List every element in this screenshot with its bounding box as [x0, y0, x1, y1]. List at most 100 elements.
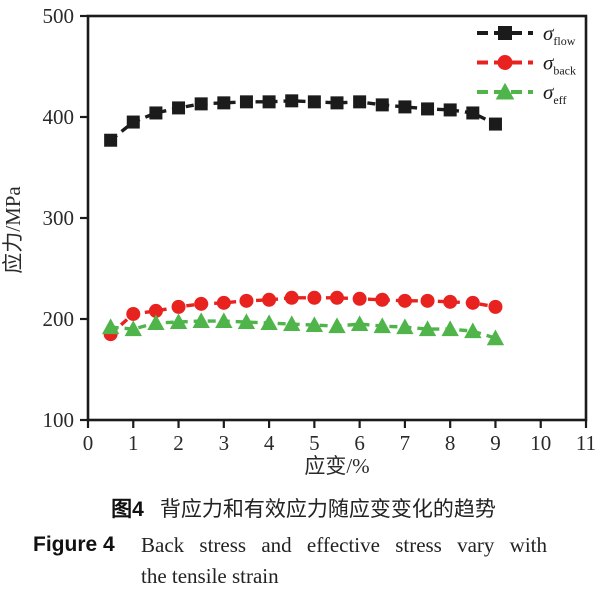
x-tick-label: 5 [309, 431, 320, 455]
y-tick-label: 100 [43, 408, 75, 432]
x-tick-label: 0 [83, 431, 94, 455]
y-tick-label: 200 [43, 307, 75, 331]
series-sigma_back [103, 290, 503, 342]
legend-marker-sigma_flow [498, 26, 512, 40]
series-sigma_flow-marker [330, 96, 344, 110]
series-sigma_back-marker [194, 296, 209, 311]
series-sigma_flow-marker [285, 94, 299, 108]
series-sigma_eff-marker [486, 329, 505, 346]
caption-english: Figure 4 Back stress and effective stres… [0, 532, 607, 558]
series-sigma_flow-marker [398, 100, 412, 114]
caption-cn-text: 背应力和有效应力随应变变化的趋势 [159, 497, 496, 521]
series-sigma_eff-marker [305, 316, 324, 333]
series-sigma_back-marker [488, 299, 503, 314]
x-axis: 0 1 2 3 4 5 6 7 8 9 10 11 [83, 420, 596, 455]
caption-en-text2: the tensile strain [141, 564, 279, 588]
caption-en-text: Back stress and effective stress vary wi… [141, 533, 548, 557]
series-sigma_flow-marker [443, 103, 457, 117]
plot-border [86, 14, 588, 422]
series-sigma_back-marker [443, 294, 458, 309]
series-sigma_flow-marker [375, 98, 389, 112]
y-tick-label: 300 [43, 206, 75, 230]
series-sigma_eff-marker [464, 322, 482, 339]
y-tick-label: 400 [43, 105, 75, 129]
series-sigma_eff-marker [169, 313, 188, 330]
y-axis-title: 应力/MPa [1, 186, 25, 274]
caption-cn-label: 图4 [111, 498, 144, 521]
series-sigma_eff-marker [328, 317, 346, 334]
series-sigma_back-marker [330, 290, 344, 305]
series-sigma_back-marker [375, 292, 390, 307]
series-sigma_flow-marker [353, 95, 367, 109]
legend-entry-sigma_flow: σflow [477, 21, 576, 48]
x-tick-label: 6 [354, 431, 365, 455]
series-sigma_flow-marker [262, 95, 276, 109]
y-axis: 100 200 300 400 500 [43, 4, 88, 432]
y-tick-label: 500 [43, 4, 75, 28]
series-sigma_eff-marker [396, 318, 414, 335]
series-sigma_eff-marker [373, 317, 391, 334]
series-sigma_eff-marker [441, 320, 459, 337]
series-sigma_flow-line [109, 99, 497, 142]
series-sigma_back-marker [126, 306, 141, 321]
series-sigma_back-marker [420, 293, 435, 308]
series-sigma_eff-marker [192, 312, 210, 329]
caption-en-label: Figure 4 [33, 533, 115, 556]
series-sigma_flow-marker [488, 117, 502, 131]
x-tick-label: 11 [576, 431, 596, 455]
caption-english-line2: the tensile strain [0, 563, 607, 589]
series-sigma_flow-marker [217, 96, 231, 110]
series-sigma_eff-marker [215, 312, 233, 329]
series-sigma_back-marker [397, 293, 412, 308]
series-sigma_eff-marker [147, 314, 165, 331]
series-sigma_back-marker [307, 290, 322, 305]
series-sigma_flow-marker [104, 133, 118, 147]
series-sigma_flow [104, 94, 502, 147]
series-sigma_back-marker [148, 303, 163, 318]
series-sigma_eff [101, 312, 505, 346]
x-tick-label: 8 [445, 431, 456, 455]
legend-label-sigma_back: σback [543, 51, 576, 78]
series-sigma_back-marker [352, 291, 367, 306]
series-sigma_eff-marker [418, 320, 437, 337]
series-sigma_back-marker [216, 295, 231, 310]
series-sigma_back-marker [262, 292, 277, 307]
legend-label-sigma_eff: σeff [543, 80, 566, 107]
x-tick-label: 1 [128, 431, 139, 455]
series-sigma_eff-marker [283, 315, 301, 332]
series-sigma_eff-marker [101, 318, 120, 335]
series-sigma_flow-marker [421, 102, 435, 116]
series-sigma_eff-marker [237, 313, 256, 330]
x-tick-label: 7 [400, 431, 411, 455]
x-tick-label: 3 [219, 431, 230, 455]
legend-entry-sigma_eff: σeff [477, 80, 566, 107]
series-sigma_back-marker [465, 295, 480, 310]
x-tick-label: 10 [530, 431, 551, 455]
series-sigma_flow-marker [307, 95, 321, 109]
series-sigma_flow-marker [149, 106, 163, 120]
series-sigma_eff-marker [124, 320, 142, 337]
series-sigma_flow-marker [194, 97, 208, 111]
series-sigma_back-marker [284, 290, 299, 305]
series-sigma_flow-marker [172, 101, 186, 115]
caption-chinese: 图4 背应力和有效应力随应变变化的趋势 [0, 496, 607, 523]
x-tick-label: 9 [490, 431, 501, 455]
series-sigma_eff-line [110, 319, 496, 340]
series-sigma_eff-marker [350, 315, 369, 332]
legend-marker-sigma_eff [495, 82, 515, 100]
series-sigma_flow-marker [126, 115, 140, 129]
legend-marker-sigma_back [497, 55, 513, 70]
series-sigma_flow-marker [466, 106, 480, 120]
chart-svg: 0 1 2 3 4 5 6 7 8 9 10 11 100 200 300 400 500 应变/% 应力/MPa σ… [1, 4, 596, 478]
x-tick-label: 4 [264, 431, 275, 455]
series-sigma_back-marker [171, 299, 186, 314]
series-sigma_back-marker [239, 293, 254, 308]
series-sigma_eff-marker [260, 314, 278, 331]
legend-label-sigma_flow: σflow [543, 21, 576, 48]
x-tick-label: 2 [173, 431, 184, 455]
legend-entry-sigma_back: σback [477, 51, 576, 78]
x-axis-title: 应变/% [304, 454, 369, 478]
series-sigma_flow-marker [239, 95, 253, 109]
